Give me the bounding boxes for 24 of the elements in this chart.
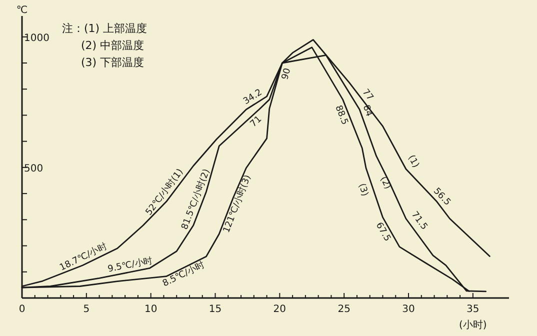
annotation: (3) [356,182,370,198]
annotation: (2) 中部温度 [81,39,144,52]
y-tick-label: 500 [24,163,44,174]
x-tick-label: 20 [273,304,286,315]
x-tick-label: 25 [338,304,350,315]
x-axis-title: (小时) [459,319,487,331]
annotation: 注：(1) 上部温度 [62,22,148,35]
annotation: 71 [248,114,264,130]
annotation: 90 [280,66,294,81]
annotation: 67.5 [373,221,392,244]
annotation: 77 [360,88,375,103]
x-tick-label: 35 [466,304,480,315]
annotation: (1) [406,154,420,170]
y-tick-label: 1000 [24,32,50,44]
annotation: 88.5 [332,104,350,126]
x-tick-label: 5 [83,304,90,315]
x-tick-label: 30 [402,304,415,315]
x-tick-label: 15 [208,304,222,315]
x-tick-label: 0 [18,304,26,315]
annotation: (3) 下部温度 [81,56,144,69]
y-axis-title: ℃ [16,5,28,16]
x-tick-label: 10 [144,304,158,315]
annotation: 34.2 [242,88,264,107]
annotation: 9.5℃/小时 [106,255,154,275]
